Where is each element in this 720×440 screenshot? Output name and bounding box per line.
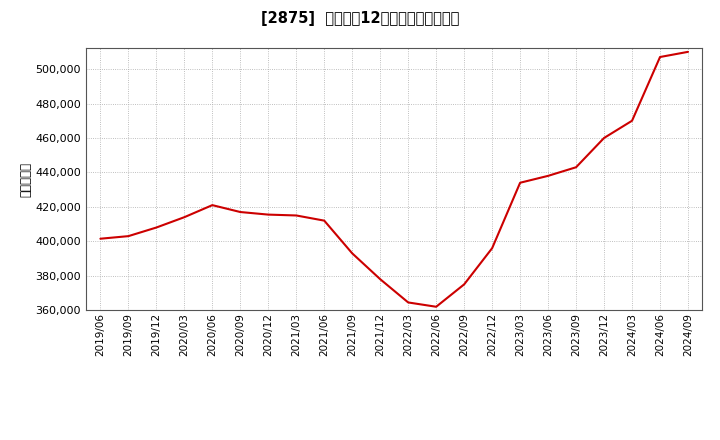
Y-axis label: （百万円）: （百万円）: [19, 162, 32, 197]
Text: [2875]  売上高の12か月移動合計の推移: [2875] 売上高の12か月移動合計の推移: [261, 11, 459, 26]
